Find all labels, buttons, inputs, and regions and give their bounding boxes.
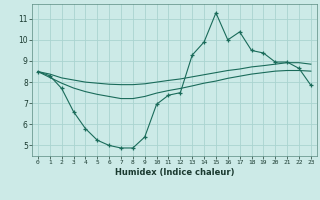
X-axis label: Humidex (Indice chaleur): Humidex (Indice chaleur) [115, 168, 234, 177]
